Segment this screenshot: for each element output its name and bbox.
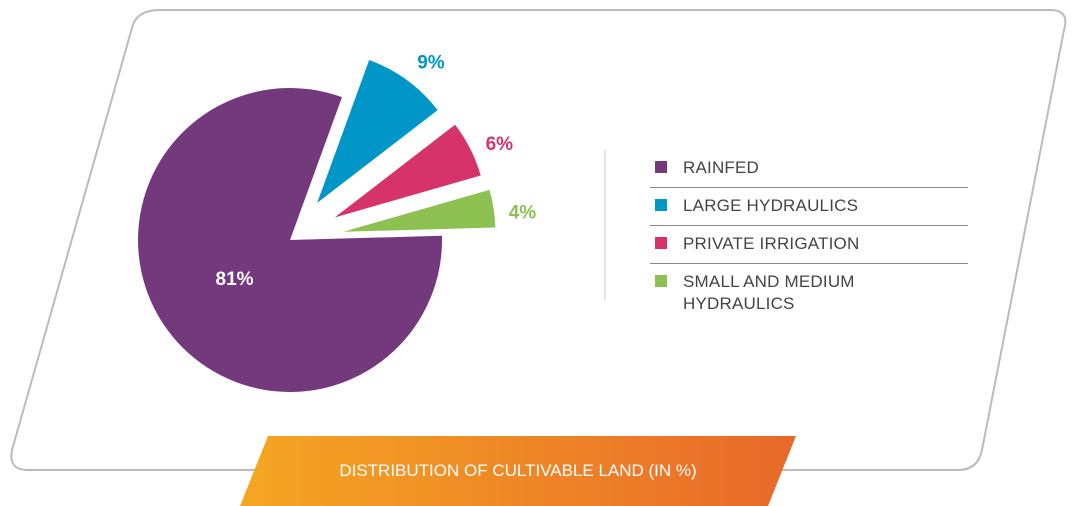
data-label: 81% (216, 269, 254, 290)
legend-item: RAINFED (650, 150, 968, 188)
data-label: 4% (509, 203, 537, 224)
pie: 9% 6% 4% 81% (138, 52, 536, 392)
legend-swatch (655, 275, 667, 287)
legend: RAINFED LARGE HYDRAULICS PRIVATE IRRIGATIO… (650, 150, 968, 323)
legend-label: LARGE HYDRAULICS (683, 196, 859, 215)
legend-label: RAINFED (683, 158, 760, 177)
data-label: 6% (486, 134, 514, 155)
legend-label: PRIVATE IRRIGATION (683, 234, 860, 253)
pie-slice (138, 87, 442, 392)
pie-slice (317, 60, 438, 203)
pie-slice (334, 124, 481, 218)
legend-swatch (655, 161, 667, 173)
data-label: 9% (417, 52, 445, 73)
legend-item: SMALL AND MEDIUM HYDRAULICS (650, 264, 968, 323)
chart-title: DISTRIBUTION OF CULTIVABLE LAND (IN %) (339, 461, 697, 480)
legend-swatch (655, 237, 667, 249)
title-banner (240, 436, 796, 506)
legend-swatch (655, 199, 667, 211)
pie-slice (343, 189, 496, 232)
legend-label: SMALL AND MEDIUM HYDRAULICS (683, 272, 855, 313)
legend-item: PRIVATE IRRIGATION (650, 226, 968, 264)
legend-item: LARGE HYDRAULICS (650, 188, 968, 226)
